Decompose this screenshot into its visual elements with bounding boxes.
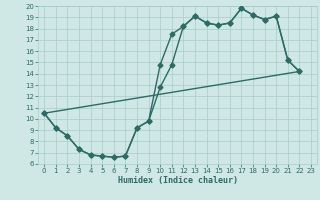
X-axis label: Humidex (Indice chaleur): Humidex (Indice chaleur) bbox=[118, 176, 238, 185]
